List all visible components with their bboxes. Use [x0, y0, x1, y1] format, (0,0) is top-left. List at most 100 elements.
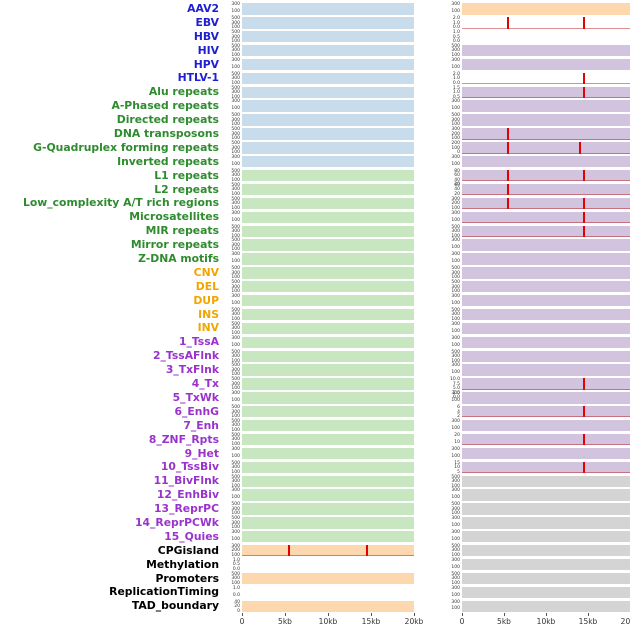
- y-tick-label: 100: [231, 552, 240, 558]
- right-track-strip: [462, 544, 630, 557]
- track-row-methylation: Methylation 1.0 0.5 0.0 300 100: [0, 558, 630, 572]
- y-tick-label: 300: [231, 57, 240, 63]
- y-tick-label: 300: [231, 576, 240, 582]
- signal-spike: [507, 169, 510, 182]
- y-tick-label: 300: [231, 20, 240, 26]
- left-track-strip: [242, 31, 414, 43]
- y-tick-label: 100: [231, 453, 240, 459]
- left-track-strip: [242, 475, 414, 487]
- y-tick-label: 300: [451, 57, 460, 63]
- y-tick-label: 300: [231, 145, 240, 151]
- y-tick-label: 0: [237, 608, 240, 614]
- track-row-microsatellites: Microsatellites 300 100 300 100: [0, 210, 630, 224]
- right-track-strip: [462, 447, 630, 460]
- y-tick-label: 0.5: [232, 562, 240, 568]
- y-tick-label: 300: [231, 284, 240, 290]
- right-y-axis-ticks: 300 100: [444, 100, 462, 111]
- left-y-axis-ticks: 300 100: [224, 335, 242, 348]
- y-tick-label: 300: [451, 585, 460, 591]
- y-tick-label: 15: [454, 460, 460, 466]
- track-row-del: DEL 500 300 100 500 300 100: [0, 280, 630, 294]
- y-tick-label: 100: [231, 483, 240, 489]
- y-tick-label: 100: [451, 316, 460, 322]
- y-tick-label: 100: [451, 233, 460, 239]
- left-track-strip: [242, 114, 414, 126]
- track-row-l2-repeats: L2 repeats 500 300 100 60 40 20: [0, 183, 630, 197]
- y-tick-label: 500: [451, 43, 460, 49]
- right-y-axis-ticks: 500 300 100: [444, 281, 462, 294]
- x-tick-label: 20kb: [620, 616, 630, 626]
- y-tick-label: 40: [234, 599, 240, 605]
- y-tick-label: 100: [231, 358, 240, 364]
- right-y-axis-ticks: 10.0 7.5 5.0 2.5 0.0: [444, 378, 462, 400]
- left-track-strip: [242, 86, 414, 98]
- left-y-axis-ticks: 500 300 100: [224, 169, 242, 182]
- y-tick-label: 300: [451, 321, 460, 327]
- track-row-mirror-repeats: Mirror repeats 500 300 100 300 100: [0, 238, 630, 252]
- right-track-strip: [462, 239, 630, 251]
- y-tick-label: 500: [231, 266, 240, 272]
- y-tick-label: 100: [231, 495, 240, 501]
- x-tick-mark: [371, 613, 372, 616]
- left-y-axis-ticks: 500 300 100: [224, 406, 242, 419]
- left-track-strip: [242, 239, 414, 251]
- track-row-14-reprpcwk: 14_ReprPCWk 500 300 100 300 100: [0, 516, 630, 530]
- right-y-axis-ticks: 300 100: [444, 447, 462, 459]
- right-track-strip: [462, 58, 630, 71]
- track-row-7-enh: 7_Enh 500 300 100 300 100: [0, 419, 630, 433]
- y-tick-label: 300: [231, 201, 240, 207]
- left-track-strip: [242, 156, 414, 168]
- y-tick-label: 300: [231, 293, 240, 299]
- y-tick-label: 500: [231, 30, 240, 36]
- track-row-cpgisland: CPGisland 300 200 100 500 300 100: [0, 544, 630, 558]
- y-tick-label: 100: [231, 330, 240, 336]
- track-row-6-enhg: 6_EnhG 500 300 100 6 4 2: [0, 405, 630, 419]
- track-row-htlv-1: HTLV-1 500 300 100 2.0 1.0 0.0: [0, 71, 630, 85]
- track-row-15-quies: 15_Quies 300 100 300 100: [0, 530, 630, 544]
- y-tick-label: 500: [231, 280, 240, 286]
- track-row-8-znf-rpts: 8_ZNF_Rpts 500 300 100 20 10: [0, 433, 630, 447]
- y-tick-label: 300: [451, 557, 460, 563]
- right-y-axis-ticks: 300 100: [444, 364, 462, 375]
- row-label: Directed repeats: [116, 113, 219, 127]
- y-tick-label: 20: [454, 182, 460, 188]
- track-row-2-tssaflnk: 2_TssAFlnk 500 300 100 500 300 100: [0, 349, 630, 363]
- y-tick-label: 100: [451, 245, 460, 251]
- left-y-axis-ticks: 500 300 100: [224, 86, 242, 99]
- right-y-axis-ticks: 2.0 1.0 0.0: [444, 16, 462, 30]
- y-tick-label: 100: [451, 205, 460, 211]
- left-y-axis-ticks: 300 100: [224, 211, 242, 223]
- track-row-dna-transposons: DNA transposons 500 300 100 300 200 100: [0, 127, 630, 141]
- right-y-axis-ticks: 300 100: [444, 585, 462, 598]
- y-tick-label: 100: [451, 370, 460, 376]
- y-tick-label: 20: [454, 432, 460, 438]
- row-label: 6_EnhG: [174, 404, 219, 418]
- left-track-strip: [242, 572, 414, 585]
- left-track-strip: [242, 128, 414, 140]
- y-tick-label: 100: [231, 150, 240, 156]
- left-track-strip: [242, 3, 414, 15]
- row-label: DEL: [195, 279, 219, 293]
- right-y-axis-ticks: 300 100: [444, 321, 462, 334]
- right-track-strip: [462, 406, 630, 418]
- left-track-strip: [242, 58, 414, 71]
- left-track-strip: [242, 600, 414, 612]
- y-tick-label: 1.0: [452, 90, 460, 96]
- right-track-strip: [462, 419, 630, 432]
- y-tick-label: 0.0: [232, 592, 240, 598]
- y-tick-label: 300: [451, 2, 460, 8]
- x-tick-label: 10kb: [536, 616, 556, 626]
- y-tick-label: 300: [231, 312, 240, 318]
- signal-spike: [582, 461, 585, 474]
- left-y-axis-ticks: 300 200 100: [224, 544, 242, 558]
- y-tick-label: 300: [231, 155, 240, 161]
- track-row-11-bivflnk: 11_BivFlnk 500 300 100 500 300 100: [0, 474, 630, 488]
- y-tick-label: 100: [451, 122, 460, 128]
- y-tick-label: 500: [231, 43, 240, 49]
- y-tick-label: 100: [231, 25, 240, 31]
- y-tick-label: 500: [231, 127, 240, 133]
- y-tick-label: 2.0: [452, 16, 460, 22]
- y-tick-label: 300: [231, 335, 240, 341]
- y-tick-label: 500: [231, 377, 240, 383]
- left-y-axis-ticks: 500 300 100: [224, 475, 242, 489]
